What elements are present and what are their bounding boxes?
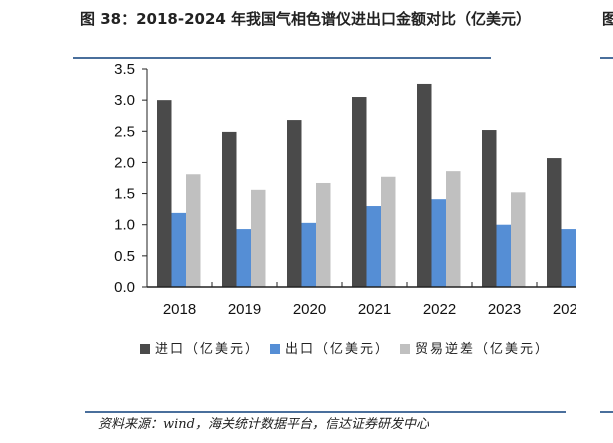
x-tick-label: 2021 <box>358 301 391 318</box>
bar-2020-0 <box>287 120 302 288</box>
bar-2018-1 <box>171 212 186 287</box>
legend-swatch <box>270 344 281 354</box>
next-figure-title: 图 <box>602 10 613 28</box>
bar-2019-1 <box>236 229 251 287</box>
legend: 进口（亿美元） 出口（亿美元） 贸易逆差（亿美元） <box>140 338 550 357</box>
x-tick-label: 2018 <box>163 301 196 318</box>
x-tick-label: 2022 <box>423 301 456 318</box>
bar-2023-2 <box>511 192 526 287</box>
legend-swatch <box>400 344 411 354</box>
bar-2023-0 <box>482 130 497 287</box>
bar-2020-2 <box>316 182 331 287</box>
source-rule <box>85 411 566 413</box>
x-tick-label: 2023 <box>488 301 521 318</box>
chart-title: 图 38：2018-2024 年我国气相色谱仪进出口金额对比（亿美元） <box>80 10 532 28</box>
bar-2022-0 <box>417 83 432 287</box>
y-tick-label: 0.5 <box>114 248 135 265</box>
bar-2021-0 <box>352 97 367 288</box>
next-title-rule <box>600 57 613 59</box>
legend-swatch <box>140 344 150 354</box>
y-tick-label: 2.0 <box>114 154 135 171</box>
bar-chart: 2018 2019 2020 2021 2022 2023 2024 0.0 0.5 1.0 1.… <box>114 61 586 318</box>
y-tick-label: 3.5 <box>114 61 135 78</box>
y-tick-label: 0.0 <box>114 279 135 296</box>
bar-2024-0 <box>547 158 562 287</box>
y-tick-label: 3.0 <box>114 92 135 109</box>
x-tick-label: 2020 <box>293 301 326 318</box>
bar-2020-1 <box>301 222 316 287</box>
y-tick-label: 1.0 <box>114 217 135 234</box>
bar-2019-0 <box>222 131 237 287</box>
x-tick-label: 2019 <box>228 301 261 318</box>
legend-item-export: 出口（亿美元） <box>270 338 390 357</box>
bar-2021-1 <box>366 206 381 287</box>
bar-2024-1 <box>561 229 576 287</box>
y-tick-label: 1.5 <box>114 186 135 203</box>
bar-2023-1 <box>496 224 511 287</box>
legend-item-import: 进口（亿美元） <box>140 338 260 357</box>
bar-2022-2 <box>446 171 461 287</box>
bar-2018-2 <box>186 174 201 287</box>
next-source-rule <box>600 411 613 413</box>
bar-2021-2 <box>381 176 396 287</box>
bar-2018-0 <box>157 100 172 288</box>
bar-2019-2 <box>251 189 266 287</box>
title-rule <box>73 57 491 59</box>
y-tick-label: 2.5 <box>114 123 135 140</box>
source-note: 资料来源：wind，海关统计数据平台，信达证券研发中心 <box>98 417 429 432</box>
bar-2022-1 <box>431 199 446 287</box>
legend-item-deficit: 贸易逆差（亿美元） <box>400 338 550 357</box>
x-tick-label: 2024 <box>553 301 586 318</box>
